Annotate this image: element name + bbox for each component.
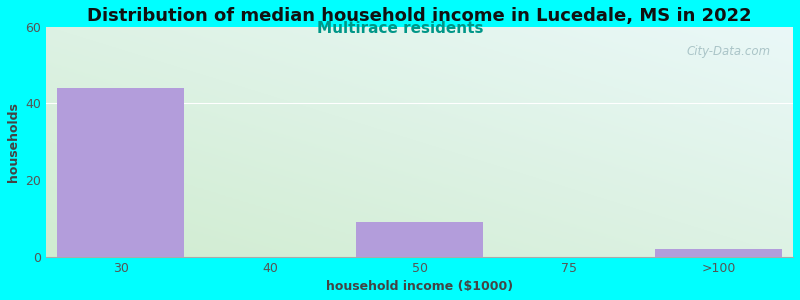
X-axis label: household income ($1000): household income ($1000) [326,280,514,293]
Title: Distribution of median household income in Lucedale, MS in 2022: Distribution of median household income … [87,7,752,25]
Text: City-Data.com: City-Data.com [686,45,770,58]
Bar [655,249,782,256]
Text: Multirace residents: Multirace residents [317,21,483,36]
Bar [58,88,184,256]
Y-axis label: households: households [7,102,20,182]
Bar [356,222,483,256]
